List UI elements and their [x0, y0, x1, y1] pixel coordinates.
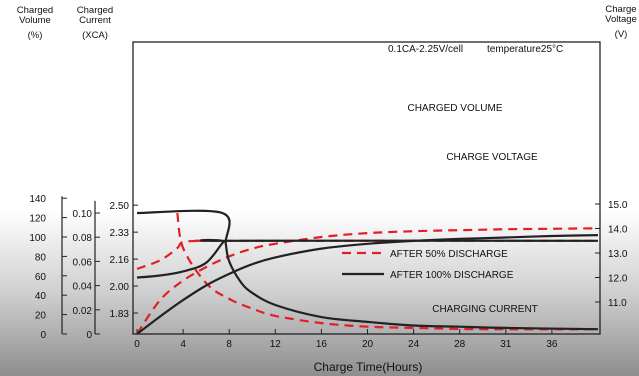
curves-layer: [136, 209, 599, 335]
x-tick-label: 16: [316, 339, 328, 350]
legend-label: AFTER 100% DISCHARGE: [390, 270, 514, 281]
volume-axis-header-line: Charged: [17, 5, 53, 16]
curve-annotation: CHARGED VOLUME: [407, 103, 502, 114]
charge-voltage-tick-label: 13.0: [608, 249, 628, 260]
legend-label: AFTER 50% DISCHARGE: [390, 249, 508, 260]
curve-annotation: CHARGE VOLTAGE: [446, 152, 538, 163]
volume-axis-header-line: Volume: [19, 15, 51, 26]
solid-charge-voltage-v-line: [136, 238, 599, 279]
current-tick-label: 0.06: [73, 257, 93, 268]
charge-voltage-tick-label: 11.0: [608, 298, 627, 309]
x-tick-label: 28: [454, 339, 466, 350]
x-tick-label: 4: [180, 339, 186, 350]
current-axis-header-line: Charged: [77, 5, 113, 16]
cell-voltage-tick-label: 2.16: [110, 255, 130, 266]
cell-voltage-tick-label: 1.83: [110, 309, 130, 320]
curve-annotation: CHARGING CURRENT: [432, 304, 538, 315]
dashed-charging-current-xca-line: [176, 212, 599, 331]
plot-border: [132, 41, 601, 335]
current-tick-label: 0.02: [73, 306, 93, 317]
current-tick-label: 0.04: [73, 282, 93, 293]
volume-tick-label: 80: [35, 252, 47, 263]
x-tick-label: 24: [408, 339, 420, 350]
x-tick-label: 12: [270, 339, 282, 350]
current-axis-header-unit: (XCA): [82, 30, 108, 41]
volume-axis-header-unit: (%): [28, 30, 43, 41]
x-tick-label: 8: [226, 339, 232, 350]
condition-label: 0.1CA-2.25V/cell: [388, 44, 463, 55]
x-tick-label: 0: [134, 339, 140, 350]
volume-tick-label: 140: [29, 194, 46, 205]
text-layer: 02040608010012014000.020.040.060.080.101…: [17, 4, 637, 374]
charge-voltage-tick-label: 14.0: [608, 225, 628, 236]
solid-charged-volume-pct-line: [136, 234, 599, 335]
x-tick-label: 31: [500, 339, 512, 350]
legend: AFTER 50% DISCHARGE AFTER 100% DISCHARGE: [342, 249, 514, 281]
volume-tick-label: 0: [40, 330, 46, 341]
volume-tick-label: 40: [35, 291, 47, 302]
x-axis-label: Charge Time(Hours): [314, 360, 423, 374]
volume-tick-label: 20: [35, 311, 47, 322]
x-tick-label: 36: [546, 339, 558, 350]
cell-voltage-tick-label: 2.50: [110, 201, 130, 212]
current-axis-header-line: Current: [79, 15, 111, 26]
charge-voltage-axis-header-line: Voltage: [605, 14, 637, 25]
volume-tick-label: 100: [29, 233, 46, 244]
solid-charging-current-xca-line: [136, 209, 599, 331]
current-tick-label: 0.10: [73, 209, 93, 220]
plot-frame: [132, 41, 601, 335]
x-tick-label: 20: [362, 339, 374, 350]
current-tick-label: 0: [86, 330, 92, 341]
cell-voltage-tick-label: 2.33: [110, 228, 130, 239]
charge-voltage-tick-label: 12.0: [608, 274, 628, 285]
charge-voltage-tick-label: 15.0: [608, 200, 628, 211]
temperature-label: temperature25°C: [487, 44, 563, 55]
charge-voltage-axis-header-unit: (V): [615, 29, 628, 40]
current-tick-label: 0.08: [73, 233, 93, 244]
cell-voltage-tick-label: 2.00: [110, 282, 130, 293]
axes-layer: [61, 196, 600, 335]
volume-tick-label: 60: [35, 272, 47, 283]
charge-voltage-axis-header-line: Charge: [605, 4, 636, 15]
volume-tick-label: 120: [29, 214, 46, 225]
dashed-charged-volume-pct-line: [136, 227, 599, 335]
